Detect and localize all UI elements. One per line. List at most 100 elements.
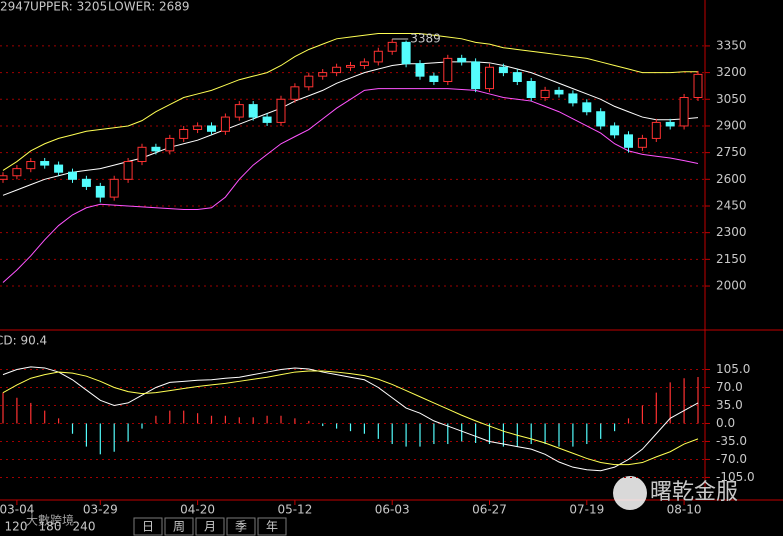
y-tick-label: 3350 — [716, 38, 747, 52]
candle-body — [262, 116, 272, 123]
candle-body — [234, 104, 244, 118]
candle-body — [679, 97, 689, 127]
candle-body — [415, 63, 425, 77]
logo — [613, 476, 647, 510]
candle-body — [290, 86, 300, 100]
candle-body — [457, 57, 467, 63]
candle-body — [304, 75, 314, 88]
candle-body — [276, 98, 286, 123]
candle-body — [165, 137, 175, 152]
candle-body — [624, 134, 633, 148]
candle-body — [346, 64, 355, 68]
candle-body — [485, 66, 494, 90]
candle-body — [151, 146, 161, 152]
line-series — [2, 32, 698, 171]
candle-body — [54, 164, 64, 173]
tab[interactable] — [195, 517, 225, 536]
x-tick-label: 07-19 — [569, 503, 604, 517]
candle-body — [582, 102, 592, 113]
watermark: 大數跨境 — [26, 513, 74, 528]
candle-body — [220, 116, 230, 132]
y-tick-label: 2600 — [716, 172, 747, 186]
y-tick-label: 35.0 — [716, 398, 743, 412]
candle-body — [137, 146, 147, 163]
candle-body — [429, 75, 439, 82]
candle-body — [693, 73, 703, 99]
candle-body — [81, 178, 91, 187]
candle-body — [498, 66, 508, 74]
period-button[interactable]: 120 — [5, 520, 28, 534]
candle-body — [401, 41, 411, 65]
tab[interactable] — [164, 517, 194, 536]
line-series — [2, 61, 699, 196]
y-tick-label: 2450 — [716, 198, 747, 212]
period-button[interactable]: 180 — [39, 520, 62, 534]
indicator-label: LOWER: 2689 — [108, 0, 190, 14]
tab-label[interactable]: 年 — [266, 520, 278, 534]
y-tick-label: 70.0 — [716, 380, 743, 394]
line-series — [2, 88, 699, 283]
y-tick-label: 2150 — [716, 252, 747, 266]
candle-body — [248, 104, 258, 118]
x-tick-label: 05-12 — [277, 503, 312, 517]
candle-body — [318, 72, 328, 77]
y-tick-label: 2300 — [716, 225, 747, 239]
y-tick-label: 3050 — [716, 92, 747, 106]
indicator-label: UPPER: 3205 — [30, 0, 107, 14]
x-tick-label: 06-03 — [375, 503, 410, 517]
candle-body — [12, 168, 22, 177]
x-tick-label: 06-27 — [472, 503, 507, 517]
candle-body — [596, 111, 606, 127]
x-tick-label: 03-04 — [0, 503, 34, 517]
candle-body — [443, 57, 453, 82]
tab[interactable] — [257, 517, 287, 536]
candle-body — [373, 50, 383, 63]
y-tick-label: -105.0 — [716, 470, 755, 484]
candle-body — [207, 125, 216, 132]
y-tick-label: -70.0 — [716, 452, 747, 466]
candle-body — [109, 178, 119, 198]
candle-body — [610, 125, 620, 136]
tab-label[interactable]: 日 — [142, 520, 154, 534]
tab-label[interactable]: 周 — [173, 520, 185, 534]
candle-body — [0, 175, 8, 180]
indicator-label: 2947 — [0, 0, 31, 14]
candle-body — [193, 125, 203, 131]
candle-body — [40, 161, 50, 166]
y-tick-label: 3200 — [716, 65, 747, 79]
candle-body — [568, 93, 578, 104]
candle-body — [95, 185, 105, 198]
tab-label[interactable]: 月 — [204, 520, 216, 534]
y-tick-label: 0.0 — [716, 416, 735, 430]
candle-body — [512, 72, 522, 82]
candle-body — [332, 66, 342, 74]
candle-body — [387, 41, 397, 52]
candle-body — [637, 137, 647, 148]
watermark: 曙乾金服 — [650, 480, 738, 505]
x-tick-label: 08-10 — [667, 503, 702, 517]
candle-body — [540, 89, 550, 99]
y-tick-label: 2900 — [716, 118, 747, 132]
candle-body — [68, 171, 77, 180]
candle-body — [665, 121, 675, 127]
candle-body — [554, 89, 564, 95]
tab[interactable] — [133, 517, 163, 536]
annotation: 3389 — [410, 31, 441, 45]
tab[interactable] — [226, 517, 256, 536]
candle-body — [123, 161, 133, 180]
line-series — [2, 370, 699, 466]
candle-body — [359, 61, 369, 66]
indicator-label: CD: 90.4 — [0, 334, 47, 348]
y-tick-label: 2750 — [716, 145, 747, 159]
candle-body — [179, 129, 189, 139]
x-tick-label: 04-20 — [180, 503, 215, 517]
x-tick-label: 03-29 — [83, 503, 118, 517]
y-tick-label: 105.0 — [716, 362, 750, 376]
y-tick-label: 2000 — [716, 279, 747, 293]
candle-body — [526, 80, 536, 99]
period-button[interactable]: 240 — [73, 520, 96, 534]
tab-label[interactable]: 季 — [235, 520, 247, 534]
candle-body — [471, 61, 481, 90]
